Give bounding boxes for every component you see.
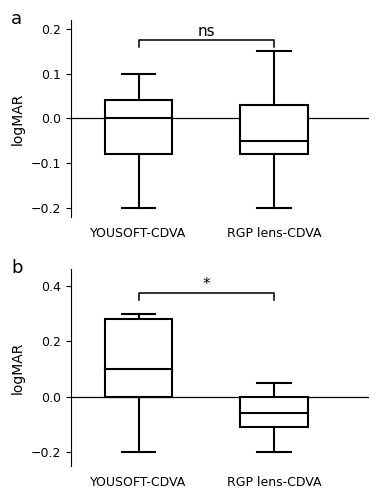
Bar (105, 100, 173, 154)
Bar (240, 397, 308, 428)
Text: *: * (203, 277, 210, 292)
Bar (240, 105, 308, 154)
Bar (105, 319, 173, 397)
Text: ns: ns (198, 24, 215, 39)
Text: b: b (11, 260, 23, 278)
Text: a: a (11, 10, 22, 28)
Y-axis label: logMAR: logMAR (11, 342, 25, 394)
Y-axis label: logMAR: logMAR (11, 92, 25, 144)
